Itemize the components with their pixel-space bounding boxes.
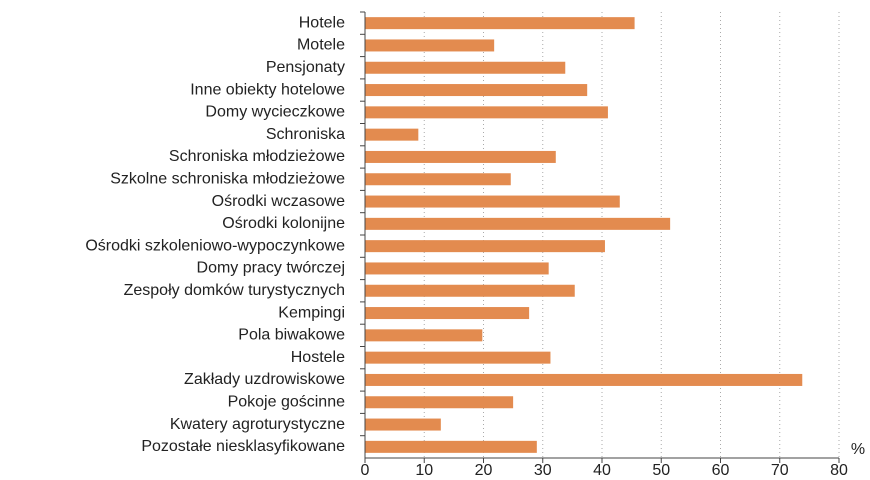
bar (365, 150, 556, 163)
x-tick-label: 20 (475, 462, 493, 479)
bar (365, 418, 441, 431)
x-tick-label: 40 (593, 462, 611, 479)
y-tick-label: Zespoły domków turystycznych (124, 282, 345, 299)
bar (365, 39, 495, 52)
x-tick-label: 30 (534, 462, 552, 479)
bar (365, 351, 551, 364)
y-tick-label: Szkolne schroniska młodzieżowe (110, 170, 345, 187)
y-tick-label: Schroniska młodzieżowe (169, 148, 345, 165)
y-tick-label: Ośrodki szkoleniowo-wypoczynkowe (85, 237, 345, 254)
bar (365, 329, 483, 342)
y-tick-label: Hotele (299, 14, 345, 31)
bar (365, 84, 588, 97)
y-tick-label: Domy wycieczkowe (205, 104, 345, 121)
bar (365, 373, 803, 386)
y-tick-label: Ośrodki wczasowe (212, 193, 345, 210)
y-tick-label: Ośrodki kolonijne (222, 215, 345, 232)
bar (365, 284, 575, 297)
bar (365, 17, 635, 30)
bar (365, 217, 671, 230)
bar (365, 195, 620, 208)
y-tick-label: Kwatery agroturystyczne (170, 416, 345, 433)
y-tick-label: Motele (297, 37, 345, 54)
y-tick-label: Kempingi (278, 304, 345, 321)
x-tick-label: 10 (415, 462, 433, 479)
y-tick-label: Hostele (291, 349, 345, 366)
y-tick-label: Pensjonaty (266, 59, 345, 76)
bar (365, 61, 566, 74)
x-tick-label: 60 (712, 462, 730, 479)
y-tick-label: Pola biwakowe (238, 327, 345, 344)
bar (365, 173, 511, 186)
y-tick-label: Pokoje gościnne (228, 393, 346, 410)
x-tick-label: 50 (652, 462, 670, 479)
y-tick-label: Schroniska (266, 126, 345, 143)
y-tick-label: Pozostałe niesklasyfikowane (141, 438, 345, 455)
bar (365, 106, 608, 119)
y-tick-label: Inne obiekty hotelowe (190, 81, 345, 98)
bar (365, 240, 605, 253)
x-axis-label: % (851, 441, 865, 458)
y-tick-label: Zakłady uzdrowiskowe (184, 371, 345, 388)
x-tick-label: 70 (771, 462, 789, 479)
bar (365, 128, 419, 141)
x-tick-label: 80 (830, 462, 848, 479)
x-tick-label: 0 (361, 462, 370, 479)
bar (365, 440, 537, 453)
bar (365, 396, 514, 409)
y-tick-label: Domy pracy twórczej (197, 260, 345, 277)
bar (365, 262, 549, 275)
bar (365, 307, 530, 320)
